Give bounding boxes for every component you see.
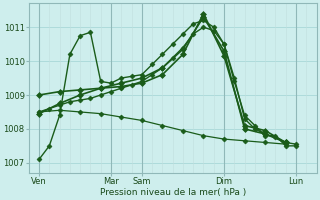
X-axis label: Pression niveau de la mer( hPa ): Pression niveau de la mer( hPa ) [100,188,246,197]
